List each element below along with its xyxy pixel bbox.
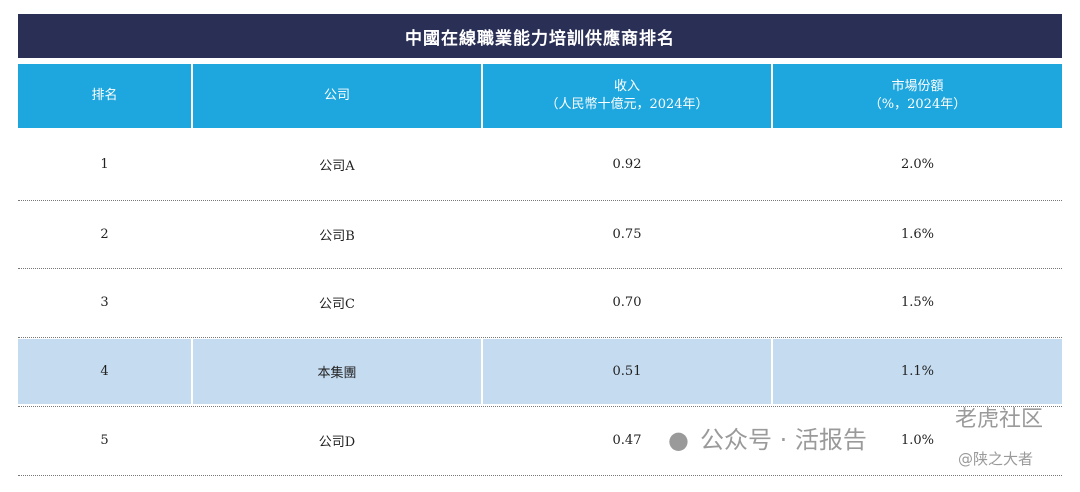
table-row: 2 公司B 0.75 1.6% bbox=[18, 200, 1062, 269]
cell-share: 2.0% bbox=[900, 156, 935, 172]
cell-rank: 2 bbox=[100, 226, 109, 242]
header-line1: 公司 bbox=[323, 88, 350, 103]
table-title: 中國在線職業能力培訓供應商排名 bbox=[18, 14, 1062, 58]
cell-share: 1.1% bbox=[773, 339, 1062, 404]
cell-share: 1.5% bbox=[900, 295, 935, 310]
cell-rank: 5 bbox=[100, 433, 109, 448]
cell-share: 1.6% bbox=[900, 226, 935, 242]
cell-revenue: 0.70 bbox=[612, 295, 642, 310]
cell-revenue: 0.75 bbox=[612, 226, 642, 242]
watermark-author: @陕之大者 bbox=[958, 450, 1034, 468]
cell-rank: 3 bbox=[100, 295, 109, 310]
table-row: 5 公司D 0.47 1.0% bbox=[18, 406, 1062, 476]
table-row: 1 公司A 0.92 2.0% bbox=[18, 128, 1062, 201]
cell-rank: 1 bbox=[100, 156, 109, 172]
cell-company: 公司D bbox=[318, 435, 356, 450]
header-line2: （%，2024年） bbox=[868, 97, 967, 112]
header-line1: 收入 bbox=[613, 79, 640, 94]
cell-company: 公司B bbox=[319, 228, 355, 244]
header-line1: 市場份額 bbox=[891, 79, 944, 94]
watermark-community: 老虎社区 bbox=[955, 407, 1044, 432]
header-line1: 排名 bbox=[91, 88, 118, 103]
column-header-rank: 排名 bbox=[18, 64, 191, 128]
cell-company: 本集團 bbox=[193, 339, 481, 404]
column-header-share: 市場份額 （%，2024年） bbox=[773, 64, 1062, 128]
cell-company: 公司A bbox=[319, 158, 355, 174]
header-line2: （人民幣十億元，2024年） bbox=[545, 97, 709, 112]
cell-revenue: 0.47 bbox=[612, 433, 642, 448]
column-header-revenue: 收入 （人民幣十億元，2024年） bbox=[483, 64, 771, 128]
watermark-main: 公众号 · 活报告 bbox=[700, 426, 867, 454]
cell-revenue: 0.51 bbox=[483, 339, 771, 404]
cell-company: 公司C bbox=[319, 297, 355, 312]
table-row: 4 本集團 0.51 1.1% bbox=[18, 337, 1062, 407]
cell-share: 1.0% bbox=[900, 433, 935, 448]
cell-rank: 4 bbox=[18, 339, 191, 404]
column-header-company: 公司 bbox=[193, 64, 481, 128]
table-row: 3 公司C 0.70 1.5% bbox=[18, 268, 1062, 338]
watermark-wechat-icon: ● bbox=[668, 426, 689, 454]
cell-revenue: 0.92 bbox=[612, 156, 642, 172]
